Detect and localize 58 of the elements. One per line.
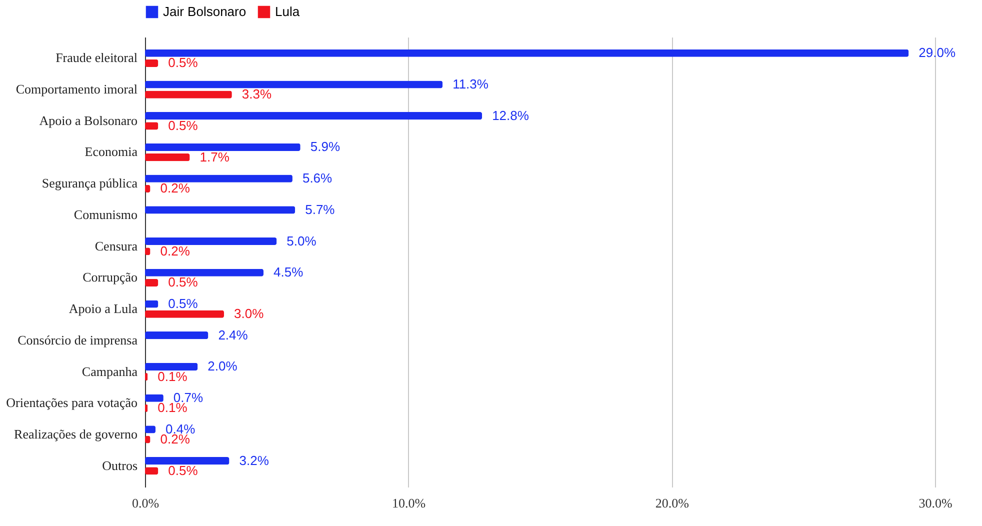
data-label: 0.2% xyxy=(160,243,190,258)
y-tick-label: Apoio a Lula xyxy=(68,301,138,316)
y-tick-label: Orientações para votação xyxy=(6,395,138,410)
bar xyxy=(145,268,264,276)
bar xyxy=(145,174,292,182)
data-label: 0.2% xyxy=(160,180,190,196)
data-label: 5.7% xyxy=(305,202,336,217)
data-label: 29.0% xyxy=(918,45,956,60)
y-tick-label: Fraude eleitoral xyxy=(56,50,138,66)
y-tick-label: Corrupção xyxy=(82,270,138,285)
bar xyxy=(145,206,296,214)
bar xyxy=(145,49,909,57)
data-label: 2.0% xyxy=(208,358,238,374)
bar xyxy=(145,332,208,340)
data-label: 5.9% xyxy=(310,139,340,154)
y-tick-label: Campanha xyxy=(82,364,138,379)
bar xyxy=(145,154,190,162)
x-tick-label: 30.0% xyxy=(918,496,952,510)
bar xyxy=(145,90,232,98)
legend-label: Lula xyxy=(275,4,300,19)
y-tick-label: Censura xyxy=(94,238,138,254)
bar xyxy=(145,237,277,246)
legend-label: Jair Bolsonaro xyxy=(163,4,246,19)
y-tick-label: Outros xyxy=(102,458,138,473)
data-label: 0.5% xyxy=(168,296,198,311)
data-label: 3.0% xyxy=(234,306,264,322)
data-label: 0.1% xyxy=(158,368,188,384)
data-label: 3.3% xyxy=(242,86,272,102)
data-label: 0.5% xyxy=(168,118,198,133)
y-tick-label: Segurança pública xyxy=(42,176,138,191)
bar xyxy=(145,278,158,287)
data-label: 12.8% xyxy=(492,108,530,123)
data-label: 4.5% xyxy=(274,264,304,280)
y-tick-label: Consórcio de imprensa xyxy=(18,332,138,348)
data-label: 0.5% xyxy=(168,55,198,70)
data-label: 1.7% xyxy=(200,149,230,164)
data-label: 5.6% xyxy=(302,170,333,186)
y-tick-label: Economia xyxy=(84,144,138,160)
data-label: 3.2% xyxy=(239,452,270,468)
bar xyxy=(145,143,300,151)
bar xyxy=(145,310,224,318)
x-tick-label: 20.0% xyxy=(655,496,690,510)
bar xyxy=(145,80,443,88)
data-label: 2.4% xyxy=(218,327,248,342)
bar xyxy=(145,112,482,120)
data-label: 0.5% xyxy=(168,274,198,290)
data-label: 11.3% xyxy=(452,76,489,92)
data-label: 5.0% xyxy=(286,233,317,248)
y-tick-label: Comunismo xyxy=(74,206,138,222)
y-tick-label: Comportamento imoral xyxy=(16,82,138,97)
x-tick-label: 10.0% xyxy=(392,496,426,510)
bar xyxy=(145,362,198,370)
data-label: 0.5% xyxy=(168,462,198,478)
y-tick-label: Realizações de governo xyxy=(14,426,138,442)
bar xyxy=(145,59,158,68)
bar xyxy=(145,456,230,465)
x-tick-label: 0.0% xyxy=(132,496,160,510)
y-tick-label: Apoio a Bolsonaro xyxy=(39,112,138,128)
